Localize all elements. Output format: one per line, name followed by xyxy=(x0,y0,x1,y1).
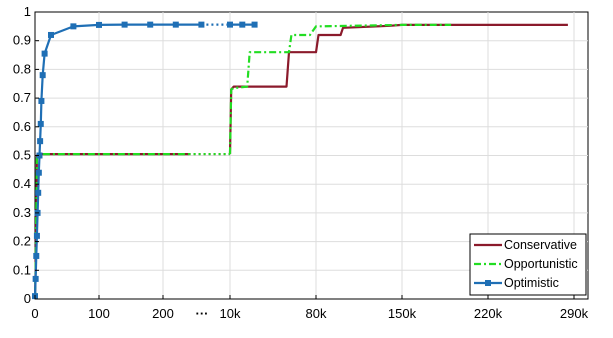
y-tick-label: 0.4 xyxy=(13,176,31,191)
x-tick-label: 10k xyxy=(220,306,241,321)
data-point-marker xyxy=(35,189,42,196)
y-tick-label: 0 xyxy=(24,291,31,306)
legend-label: Conservative xyxy=(504,238,577,252)
data-point-marker xyxy=(36,152,43,159)
legend-label: Optimistic xyxy=(504,276,559,290)
x-axis-break-marker: ··· xyxy=(196,306,209,321)
data-point-marker xyxy=(37,120,44,127)
data-point-marker xyxy=(70,23,77,30)
x-tick-label: 200 xyxy=(152,306,174,321)
data-point-marker xyxy=(147,21,154,28)
y-tick-label: 0.9 xyxy=(13,33,31,48)
series-line-opportunistic xyxy=(33,153,189,300)
data-point-marker xyxy=(251,21,258,28)
y-tick-label: 0.1 xyxy=(13,262,31,277)
y-tick-label: 0.3 xyxy=(13,205,31,220)
x-tick-label: 220k xyxy=(474,306,503,321)
y-tick-label: 0.5 xyxy=(13,148,31,163)
x-tick-label: 100 xyxy=(88,306,110,321)
x-tick-label: 150k xyxy=(388,306,417,321)
y-tick-label: 0.7 xyxy=(13,90,31,105)
x-tick-label: 290k xyxy=(560,306,589,321)
data-point-marker xyxy=(96,21,102,28)
y-tick-label: 0.6 xyxy=(13,119,31,134)
axes: 0 0.1 0.2 0.3 0.4 0.5 0.6 0.7 0.8 0.9 1 0 100 200 10k 8… xyxy=(13,4,589,321)
data-point-marker xyxy=(37,138,44,145)
data-point-marker xyxy=(38,97,45,104)
data-point-marker xyxy=(33,232,40,239)
legend: Conservative Opportunistic Optimistic xyxy=(469,233,587,296)
series-line-opportunistic xyxy=(228,23,452,155)
series-line-optimistic xyxy=(33,23,202,297)
data-point-marker xyxy=(35,169,42,176)
legend-label: Opportunistic xyxy=(504,257,578,271)
y-tick-label: 0.8 xyxy=(13,61,31,76)
data-point-marker xyxy=(239,21,246,28)
data-point-marker xyxy=(32,275,39,282)
series-group xyxy=(32,21,568,300)
data-point-marker xyxy=(227,21,233,28)
x-tick-label: 80k xyxy=(306,306,327,321)
x-tick-label: 0 xyxy=(31,306,38,321)
data-point-marker xyxy=(48,31,54,38)
data-point-marker xyxy=(39,72,46,79)
data-point-marker xyxy=(33,252,40,259)
data-point-marker xyxy=(172,21,179,28)
y-tick-label: 1 xyxy=(24,4,31,19)
series-line-conservative xyxy=(228,23,568,155)
data-point-marker xyxy=(198,21,205,28)
data-point-marker xyxy=(121,21,128,28)
legend-marker xyxy=(485,280,491,286)
y-tick-label: 0.2 xyxy=(13,234,31,249)
data-point-marker xyxy=(41,50,48,57)
